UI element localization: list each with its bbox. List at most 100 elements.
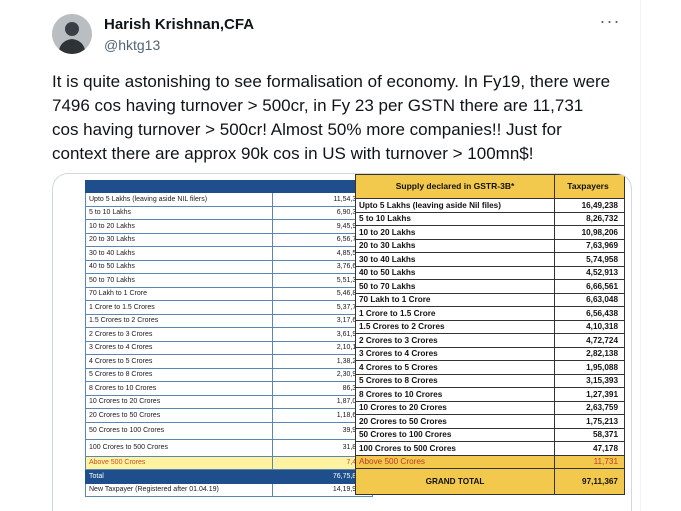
avatar[interactable] bbox=[52, 14, 92, 54]
right-table-row: 5 to 10 Lakhs 8,26,732 bbox=[355, 211, 625, 226]
left-table-total-row-value: 76,75,887 bbox=[272, 469, 373, 484]
left-table-row-value: 2,10,144 bbox=[272, 340, 373, 355]
right-table-row-label: 5 Crores to 8 Crores bbox=[355, 373, 555, 388]
left-table-row-label: 4 Crores to 5 Crores bbox=[85, 354, 273, 369]
right-table-highlight-row-label: Above 500 Crores bbox=[355, 454, 555, 469]
right-table-row: 20 Crores to 50 Crores 1,75,213 bbox=[355, 414, 625, 429]
right-table-row-value: 6,66,561 bbox=[554, 279, 625, 294]
left-table-row: 4 Crores to 5 Crores 1,38,237 bbox=[85, 354, 373, 369]
left-table-row-label: Upto 5 Lakhs (leaving aside NIL filers) bbox=[85, 192, 273, 207]
left-table-row: 70 Lakh to 1 Crore 5,46,820 bbox=[85, 286, 373, 301]
right-table-row-value: 2,63,759 bbox=[554, 400, 625, 415]
right-table-row-value: 4,72,724 bbox=[554, 333, 625, 348]
right-header-taxpayers: Taxpayers bbox=[554, 174, 625, 199]
right-table-row: 50 to 70 Lakhs 6,66,561 bbox=[355, 279, 625, 294]
right-table-row-label: 50 to 70 Lakhs bbox=[355, 279, 555, 294]
left-table-row: 8 Crores to 10 Crores 86,316 bbox=[85, 381, 373, 396]
right-table-row-value: 16,49,238 bbox=[554, 198, 625, 213]
right-table-row-label: 50 Crores to 100 Crores bbox=[355, 427, 555, 442]
right-table-row-label: 40 to 50 Lakhs bbox=[355, 265, 555, 280]
left-table-row-label: 1.5 Crores to 2 Crores bbox=[85, 313, 273, 328]
left-table-row-label: 40 to 50 Lakhs bbox=[85, 259, 273, 274]
right-table-row: 20 to 30 Lakhs 7,63,969 bbox=[355, 238, 625, 253]
right-table-row-value: 5,74,958 bbox=[554, 252, 625, 267]
more-options-icon[interactable]: ··· bbox=[599, 11, 621, 31]
left-table-new-taxpayer-row: New Taxpayer (Registered after 01.04.19)… bbox=[85, 482, 373, 497]
right-table-row-value: 4,10,318 bbox=[554, 319, 625, 334]
right-table-row: 8 Crores to 10 Crores 1,27,391 bbox=[355, 387, 625, 402]
right-table-row-label: 1.5 Crores to 2 Crores bbox=[355, 319, 555, 334]
right-table-row-label: 1 Crore to 1.5 Crore bbox=[355, 306, 555, 321]
right-table-row-label: 20 Crores to 50 Crores bbox=[355, 414, 555, 429]
right-table-row-label: Upto 5 Lakhs (leaving aside Nil files) bbox=[355, 198, 555, 213]
left-table-row-label: 2 Crores to 3 Crores bbox=[85, 327, 273, 342]
right-table-row-label: 5 to 10 Lakhs bbox=[355, 211, 555, 226]
right-table-row: 1.5 Crores to 2 Crores 4,10,318 bbox=[355, 319, 625, 334]
right-table-highlight-row: Above 500 Crores 11,731 bbox=[355, 454, 625, 469]
right-table-row-label: 30 to 40 Lakhs bbox=[355, 252, 555, 267]
left-table-row-label: 10 Crores to 20 Crores bbox=[85, 394, 273, 409]
right-table-header: Supply declared in GSTR-3B* Taxpayers bbox=[355, 174, 625, 199]
left-table-row-value: 31,878 bbox=[272, 438, 373, 457]
left-table-new-taxpayer-row-value: 14,19,936 bbox=[272, 482, 373, 497]
right-table-row: 3 Crores to 4 Crores 2,82,138 bbox=[355, 346, 625, 361]
left-table-row-label: 3 Crores to 4 Crores bbox=[85, 340, 273, 355]
left-table-row: 10 Crores to 20 Crores 1,87,015 bbox=[85, 394, 373, 409]
left-table-row: 20 Crores to 50 Crores 1,18,633 bbox=[85, 408, 373, 423]
author-name[interactable]: Harish Krishnan,CFA bbox=[104, 16, 255, 33]
right-table-row: 10 Crores to 20 Crores 2,63,759 bbox=[355, 400, 625, 415]
right-table-row: 2 Crores to 3 Crores 4,72,724 bbox=[355, 333, 625, 348]
left-table-total-row: Total 76,75,887 bbox=[85, 469, 373, 484]
right-table-row-value: 58,371 bbox=[554, 427, 625, 442]
right-table-row-value: 6,56,438 bbox=[554, 306, 625, 321]
right-table-row: 70 Lakh to 1 Crore 6,63,048 bbox=[355, 292, 625, 307]
tweet-card[interactable]: Harish Krishnan,CFA @hktg13 ··· It is qu… bbox=[0, 0, 640, 511]
left-table-row: 1.5 Crores to 2 Crores 3,17,698 bbox=[85, 313, 373, 328]
left-table-total-row-label: Total bbox=[85, 469, 273, 484]
left-table-highlight-row-label: Above 500 Crores bbox=[85, 455, 273, 470]
right-table-row-value: 7,63,969 bbox=[554, 238, 625, 253]
left-table-row-label: 30 to 40 Lakhs bbox=[85, 246, 273, 261]
left-table: Upto 5 Lakhs (leaving aside NIL filers) 1… bbox=[85, 180, 373, 497]
left-table-new-taxpayer-row-label: New Taxpayer (Registered after 01.04.19) bbox=[85, 482, 273, 497]
left-table-row: 3 Crores to 4 Crores 2,10,144 bbox=[85, 340, 373, 355]
right-table-row-value: 1,27,391 bbox=[554, 387, 625, 402]
left-table-row: 1 Crore to 1.5 Crores 5,37,767 bbox=[85, 300, 373, 315]
right-table-row-value: 2,82,138 bbox=[554, 346, 625, 361]
right-table-row-value: 3,15,393 bbox=[554, 373, 625, 388]
left-table-row: 30 to 40 Lakhs 4,85,597 bbox=[85, 246, 373, 261]
right-table-row-label: 70 Lakh to 1 Crore bbox=[355, 292, 555, 307]
sidebar-edge bbox=[640, 0, 681, 511]
right-table-row-label: 3 Crores to 4 Crores bbox=[355, 346, 555, 361]
right-table-row-label: 4 Crores to 5 Crores bbox=[355, 360, 555, 375]
right-table-row-label: 2 Crores to 3 Crores bbox=[355, 333, 555, 348]
left-table-row-value: 5,51,390 bbox=[272, 273, 373, 288]
left-table-header bbox=[85, 180, 373, 193]
right-table-grand-total-row-label: GRAND TOTAL bbox=[355, 468, 555, 495]
left-table-row-label: 50 to 70 Lakhs bbox=[85, 273, 273, 288]
right-table-row-value: 1,75,213 bbox=[554, 414, 625, 429]
tweet-image[interactable]: Upto 5 Lakhs (leaving aside NIL filers) 1… bbox=[52, 173, 632, 511]
right-table: Supply declared in GSTR-3B* Taxpayers Up… bbox=[355, 174, 625, 495]
right-table-row: 4 Crores to 5 Crores 1,95,088 bbox=[355, 360, 625, 375]
left-table-row: 50 to 70 Lakhs 5,51,390 bbox=[85, 273, 373, 288]
author-handle[interactable]: @hktg13 bbox=[104, 37, 161, 53]
left-table-row-label: 50 Crores to 100 Crores bbox=[85, 421, 273, 440]
left-table-highlight-row: Above 500 Crores7,496 bbox=[85, 455, 373, 470]
right-table-row-value: 1,95,088 bbox=[554, 360, 625, 375]
right-header-supply: Supply declared in GSTR-3B* bbox=[355, 174, 555, 199]
left-table-row-label: 20 to 30 Lakhs bbox=[85, 232, 273, 247]
right-table-row: 40 to 50 Lakhs 4,52,913 bbox=[355, 265, 625, 280]
left-table-row-value: 4,85,597 bbox=[272, 246, 373, 261]
left-table-row: 40 to 50 Lakhs 3,76,698 bbox=[85, 259, 373, 274]
right-table-row: 10 to 20 Lakhs 10,98,206 bbox=[355, 225, 625, 240]
left-table-row-label: 70 Lakh to 1 Crore bbox=[85, 286, 273, 301]
right-table-row-value: 47,178 bbox=[554, 441, 625, 456]
left-table-row: 2 Crores to 3 Crores 3,61,937 bbox=[85, 327, 373, 342]
left-table-row: Upto 5 Lakhs (leaving aside NIL filers) 1… bbox=[85, 192, 373, 207]
right-table-row-value: 8,26,732 bbox=[554, 211, 625, 226]
left-table-row: 50 Crores to 100 Crores 39,936 bbox=[85, 421, 373, 440]
left-table-row-label: 100 Crores to 500 Crores bbox=[85, 438, 273, 457]
left-table-row-label: 5 Crores to 8 Crores bbox=[85, 367, 273, 382]
left-table-row-value: 86,316 bbox=[272, 381, 373, 396]
